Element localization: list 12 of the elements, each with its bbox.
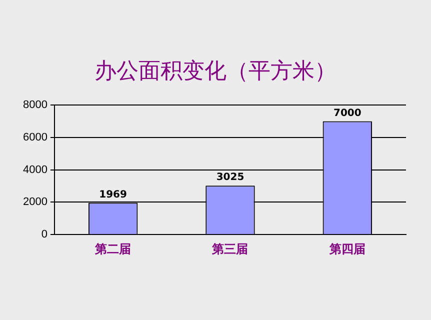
data-label: 7000 bbox=[333, 108, 362, 119]
x-tick-label: 第三届 bbox=[211, 242, 248, 256]
x-tick-label: 第二届 bbox=[94, 242, 132, 256]
y-tick-label: 2000 bbox=[22, 196, 48, 208]
y-tick-label: 8000 bbox=[22, 99, 48, 112]
y-tick-label: 4000 bbox=[22, 164, 48, 176]
data-label: 3025 bbox=[216, 172, 244, 184]
data-label: 1969 bbox=[99, 189, 128, 200]
chart-title: 办公面积变化（平方米） bbox=[94, 58, 338, 86]
y-tick-label: 0 bbox=[41, 228, 48, 241]
x-tick-label: 第四届 bbox=[328, 242, 366, 256]
y-tick-label: 6000 bbox=[22, 131, 48, 144]
